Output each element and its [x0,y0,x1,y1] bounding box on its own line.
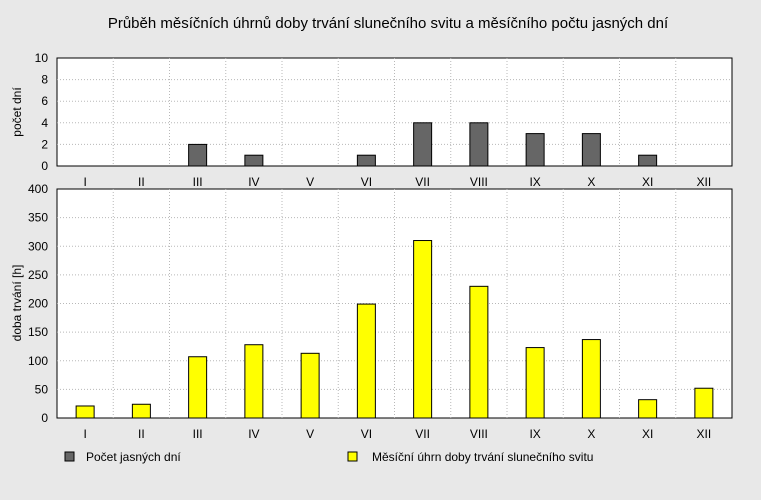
y-tick-label: 50 [35,382,49,396]
y-tick-label: 200 [28,297,48,311]
bar-VI [356,154,376,167]
top-y-ticks: 0 2 4 6 8 10 [35,51,49,173]
x-tick-label: VII [415,427,430,441]
y-tick-label: 2 [41,137,48,151]
y-tick-label: 10 [35,51,49,65]
y-tick-label: 250 [28,268,48,282]
x-tick-label: IV [248,427,259,441]
x-tick-label: I [83,427,86,441]
bottom-y-ticks: 0 50 100 150 200 250 300 350 400 [28,182,48,425]
bar-XI [638,154,658,167]
top-x-ticks: I II III IV V VI VII VIII IX X XI XII [83,175,711,189]
bar-X [581,339,601,419]
y-tick-label: 0 [41,411,48,425]
x-tick-label: XII [697,427,712,441]
bar-VII [413,122,433,167]
bar-I [75,405,95,419]
x-tick-label: VII [415,175,430,189]
legend-label-clear-days: Počet jasných dní [86,450,181,464]
y-tick-label: 300 [28,239,48,253]
y-tick-label: 6 [41,94,48,108]
legend: Počet jasných dní Měsíční úhrn doby trvá… [64,450,593,464]
x-tick-label: IV [248,175,259,189]
bottom-bars [75,240,714,419]
legend-swatch-clear-days [64,451,75,462]
bar-IV [244,154,264,167]
bar-VI [356,303,376,419]
bar-III [188,143,208,167]
x-tick-label: II [138,175,145,189]
x-tick-label: XI [642,427,653,441]
bar-VIII [469,122,489,167]
x-tick-label: V [306,427,314,441]
x-tick-label: XII [697,175,712,189]
bar-IV [244,344,264,419]
x-tick-label: VIII [470,175,488,189]
bar-V [300,352,320,419]
top-y-axis-label: počet dní [10,87,24,137]
bottom-grid [57,189,732,418]
bar-XI [638,399,658,419]
x-tick-label: VI [361,427,372,441]
bar-VII [413,240,433,419]
y-tick-label: 150 [28,325,48,339]
x-tick-label: IX [529,427,540,441]
chart-title: Průběh měsíčních úhrnů doby trvání slune… [108,15,669,32]
y-tick-label: 8 [41,73,48,87]
legend-swatch-sunshine [347,451,358,462]
x-tick-label: IX [529,175,540,189]
x-tick-label: XI [642,175,653,189]
x-tick-label: VI [361,175,372,189]
y-tick-label: 0 [41,159,48,173]
bottom-x-ticks: I II III IV V VI VII VIII IX X XI XII [83,427,711,441]
bar-IX [525,347,545,419]
x-tick-label: III [193,427,203,441]
x-tick-label: I [83,175,86,189]
bar-III [188,356,208,419]
y-tick-label: 350 [28,211,48,225]
legend-label-sunshine: Měsíční úhrn doby trvání slunečního svit… [372,450,593,464]
top-bars [188,122,658,167]
y-tick-label: 400 [28,182,48,196]
x-tick-label: V [306,175,314,189]
bar-IX [525,133,545,167]
bar-II [131,403,151,419]
x-tick-label: X [587,175,595,189]
bar-VIII [469,285,489,419]
x-tick-label: III [193,175,203,189]
bar-XII [694,387,714,419]
top-grid [57,58,732,166]
bar-X [581,133,601,167]
y-tick-label: 100 [28,354,48,368]
x-tick-label: X [587,427,595,441]
bottom-y-axis-label: doba trvání [h] [10,265,24,342]
x-tick-label: VIII [470,427,488,441]
x-tick-label: II [138,427,145,441]
y-tick-label: 4 [41,116,48,130]
